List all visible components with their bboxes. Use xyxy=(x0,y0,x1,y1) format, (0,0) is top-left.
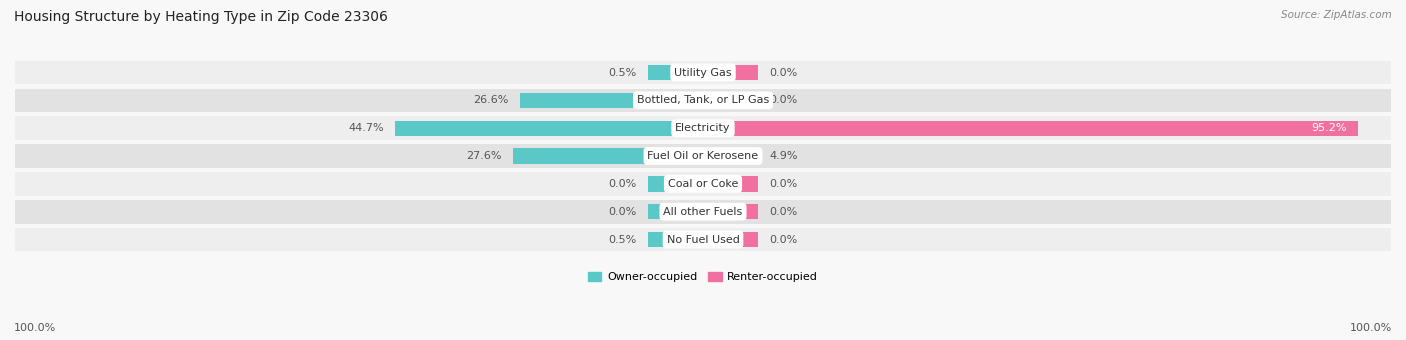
Bar xyxy=(15,61,1391,84)
Bar xyxy=(15,116,1391,140)
Bar xyxy=(395,120,703,136)
Text: 44.7%: 44.7% xyxy=(349,123,384,133)
Bar xyxy=(513,148,703,164)
Text: No Fuel Used: No Fuel Used xyxy=(666,235,740,244)
Bar xyxy=(648,204,703,219)
Text: 100.0%: 100.0% xyxy=(14,323,56,333)
Bar xyxy=(703,93,758,108)
Bar xyxy=(15,228,1391,251)
Legend: Owner-occupied, Renter-occupied: Owner-occupied, Renter-occupied xyxy=(583,268,823,287)
Bar xyxy=(648,65,703,80)
Text: 0.0%: 0.0% xyxy=(769,179,797,189)
Text: 100.0%: 100.0% xyxy=(1350,323,1392,333)
Text: 0.0%: 0.0% xyxy=(769,68,797,78)
Bar xyxy=(15,200,1391,223)
Text: All other Fuels: All other Fuels xyxy=(664,207,742,217)
Text: 4.9%: 4.9% xyxy=(769,151,797,161)
Bar xyxy=(703,120,1358,136)
Text: 0.0%: 0.0% xyxy=(609,179,637,189)
Text: Fuel Oil or Kerosene: Fuel Oil or Kerosene xyxy=(647,151,759,161)
Bar xyxy=(703,232,758,247)
Text: 0.5%: 0.5% xyxy=(609,235,637,244)
Text: Utility Gas: Utility Gas xyxy=(675,68,731,78)
Bar xyxy=(703,204,758,219)
Bar xyxy=(15,144,1391,168)
Bar xyxy=(15,172,1391,196)
Bar xyxy=(703,65,758,80)
Bar xyxy=(15,88,1391,112)
Bar xyxy=(703,148,758,164)
Text: 0.0%: 0.0% xyxy=(769,95,797,105)
Text: 0.0%: 0.0% xyxy=(769,235,797,244)
Bar xyxy=(648,176,703,191)
Text: 0.5%: 0.5% xyxy=(609,68,637,78)
Text: Coal or Coke: Coal or Coke xyxy=(668,179,738,189)
Text: Source: ZipAtlas.com: Source: ZipAtlas.com xyxy=(1281,10,1392,20)
Bar xyxy=(648,232,703,247)
Bar xyxy=(520,93,703,108)
Text: 0.0%: 0.0% xyxy=(609,207,637,217)
Text: 0.0%: 0.0% xyxy=(769,207,797,217)
Text: Bottled, Tank, or LP Gas: Bottled, Tank, or LP Gas xyxy=(637,95,769,105)
Text: Electricity: Electricity xyxy=(675,123,731,133)
Text: 26.6%: 26.6% xyxy=(474,95,509,105)
Text: 27.6%: 27.6% xyxy=(467,151,502,161)
Bar xyxy=(703,176,758,191)
Text: 95.2%: 95.2% xyxy=(1312,123,1347,133)
Text: Housing Structure by Heating Type in Zip Code 23306: Housing Structure by Heating Type in Zip… xyxy=(14,10,388,24)
